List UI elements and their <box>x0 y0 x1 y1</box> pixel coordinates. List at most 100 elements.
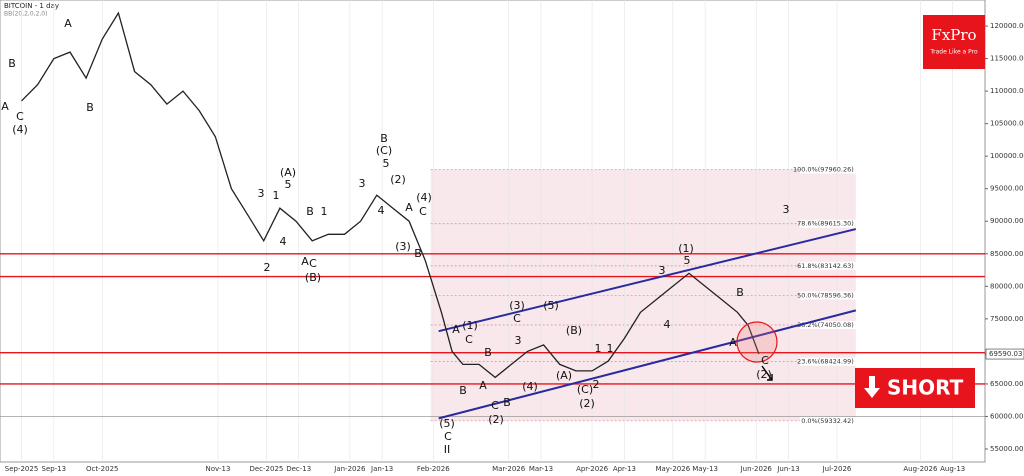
y-tick-label: 90000.00 <box>990 217 1023 225</box>
x-tick-label: Jun-2026 <box>740 465 773 473</box>
fib-label: 61.8%(83142.63) <box>797 262 854 270</box>
fib-label-bg <box>799 321 856 330</box>
fib-label: 23.6%(68424.99) <box>797 358 854 366</box>
y-tick-label: 75000.00 <box>990 315 1023 323</box>
wave-label: C <box>513 312 521 325</box>
wave-label: (4) <box>522 380 538 393</box>
y-tick-label: 65000.00 <box>990 380 1023 388</box>
wave-label: (5) <box>439 417 455 430</box>
x-tick-label: Sep-13 <box>42 465 67 473</box>
y-tick-label: 100000.00 <box>990 152 1024 160</box>
wave-label: 3 <box>515 334 522 347</box>
wave-label: 4 <box>378 204 385 217</box>
fib-label: 78.6%(89615.30) <box>797 220 854 228</box>
wave-label: C <box>491 399 499 412</box>
wave-label: (2) <box>390 173 406 186</box>
wave-label: (2) <box>579 397 595 410</box>
fib-label-bg <box>799 416 856 425</box>
y-tick-label: 115000.00 <box>990 55 1024 63</box>
wave-label: (2) <box>756 368 772 381</box>
x-tick-label: Oct-2025 <box>86 465 118 473</box>
wave-label: (B) <box>305 271 321 284</box>
wave-label: A <box>479 379 487 392</box>
wave-label: B <box>306 205 314 218</box>
wave-label: 4 <box>280 235 287 248</box>
x-tick-label: Jul-2026 <box>822 465 852 473</box>
x-tick-label: Mar-2026 <box>492 465 526 473</box>
wave-label: B <box>459 384 467 397</box>
wave-label: 3 <box>783 203 790 216</box>
short-label: SHORT <box>887 376 964 400</box>
wave-label: 5 <box>383 157 390 170</box>
wave-label: B <box>8 57 16 70</box>
wave-label: B <box>380 132 388 145</box>
wave-label: B <box>414 247 422 260</box>
short-arrow <box>864 376 880 398</box>
wave-label: (1) <box>462 319 478 332</box>
wave-label: 4 <box>664 318 671 331</box>
last-price-label: 69590.03 <box>989 350 1022 358</box>
x-tick-label: Dec-2025 <box>249 465 283 473</box>
wave-label: (B) <box>566 324 582 337</box>
fib-label: 0.0%(59332.42) <box>801 417 854 425</box>
wave-label: C <box>761 354 769 367</box>
fib-label: 50.0%(78596.36) <box>797 291 854 299</box>
wave-label: 2 <box>593 378 600 391</box>
x-tick-label: Aug-13 <box>940 465 965 473</box>
fib-label: 100.0%(97960.26) <box>793 165 854 173</box>
wave-label: A <box>452 323 460 336</box>
wave-label: B <box>503 396 511 409</box>
logo-name: FxPro <box>931 26 976 44</box>
fib-label-bg <box>799 261 856 270</box>
fib-label-bg <box>799 357 856 366</box>
channel-line <box>438 228 857 333</box>
x-tick-label: May-13 <box>692 465 718 473</box>
wave-label: 1 <box>607 342 614 355</box>
wave-label: A <box>64 17 72 30</box>
wave-label: A <box>405 201 413 214</box>
wave-label: (3) <box>509 299 525 312</box>
fib-label: 38.2%(74050.08) <box>797 321 854 329</box>
y-tick-label: 55000.00 <box>990 445 1023 453</box>
wave-label: (5) <box>543 299 559 312</box>
x-tick-label: Mar-13 <box>529 465 553 473</box>
wave-label: (A) <box>556 369 572 382</box>
logo-bg <box>923 15 985 69</box>
wave-label: B <box>736 286 744 299</box>
x-tick-label: Jan-2026 <box>333 465 366 473</box>
wave-label: C <box>16 110 24 123</box>
x-tick-label: Nov-13 <box>206 465 231 473</box>
wave-label: A <box>301 255 309 268</box>
y-tick-label: 80000.00 <box>990 282 1023 290</box>
wave-label: (4) <box>416 191 432 204</box>
wave-label: A <box>1 100 9 113</box>
wave-label: 3 <box>258 187 265 200</box>
wave-label: 5 <box>285 178 292 191</box>
x-tick-label: Feb-2026 <box>417 465 450 473</box>
y-tick-label: 95000.00 <box>990 185 1023 193</box>
wave-label: (1) <box>678 242 694 255</box>
wave-label: (4) <box>12 123 28 136</box>
x-tick-label: Jan-13 <box>370 465 393 473</box>
wave-label: (2) <box>488 413 504 426</box>
highlight-circle <box>736 321 778 363</box>
y-tick-label: 105000.00 <box>990 120 1024 128</box>
wave-label: (3) <box>395 240 411 253</box>
wave-label: (A) <box>280 166 296 179</box>
x-tick-label: Apr-13 <box>613 465 636 473</box>
x-tick-label: Apr-2026 <box>576 465 609 473</box>
chart-title: BITCOIN - 1 day <box>4 2 59 10</box>
wave-label: 5 <box>684 254 691 267</box>
wave-label: C <box>309 257 317 270</box>
x-tick-label: Dec-13 <box>286 465 311 473</box>
wave-label: 2 <box>264 261 271 274</box>
fib-label-bg <box>799 165 856 174</box>
wave-label: (C) <box>376 144 392 157</box>
wave-label: 1 <box>273 189 280 202</box>
wave-label: A <box>729 336 737 349</box>
wave-label: 1 <box>321 205 328 218</box>
forecast-arrow <box>761 365 773 381</box>
last-price-bg <box>985 348 1024 360</box>
wave-label: 3 <box>359 177 366 190</box>
